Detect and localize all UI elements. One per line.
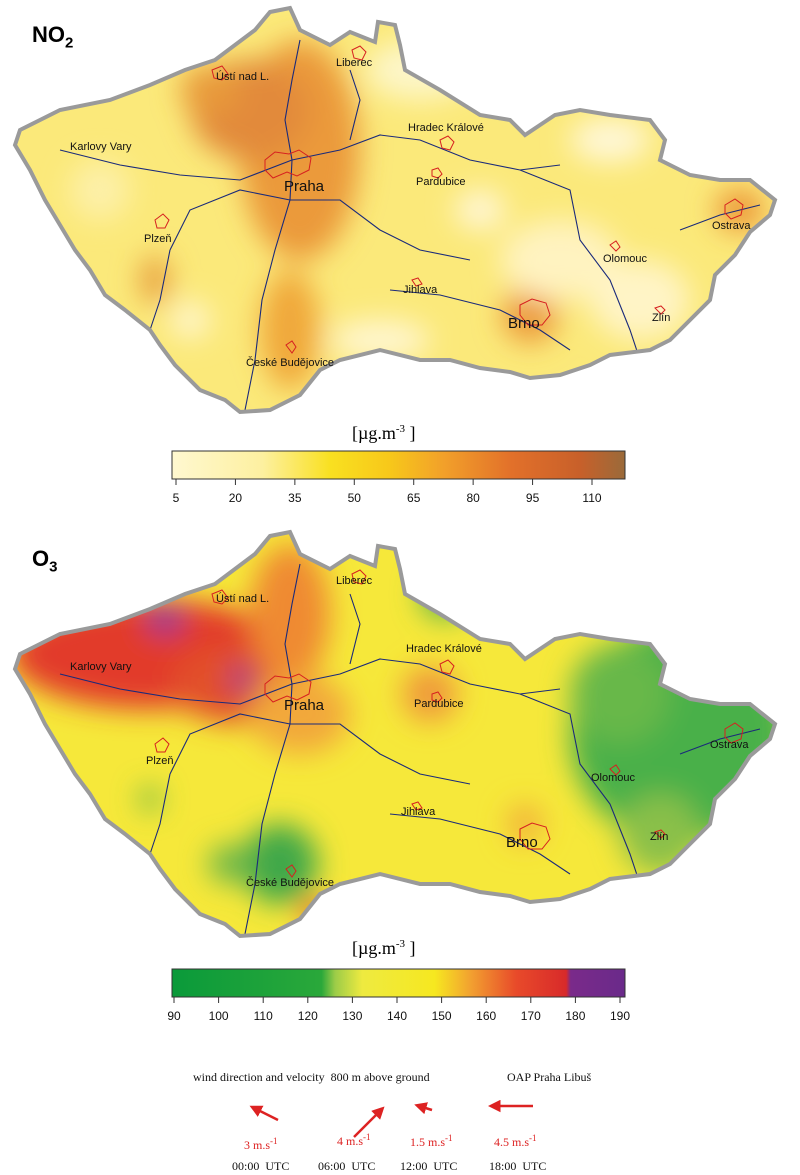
- city-liberec-label: Liberec: [336, 57, 373, 69]
- scale-tick-label: 80: [466, 491, 480, 505]
- city-pardubice-label: Pardubice: [414, 698, 464, 710]
- no2-map: Praha Ústí nad L. Liberec Karlovy Vary H…: [13, 6, 777, 505]
- no2-scale-ticks: 5 20 35 50 65 80 95 110: [173, 479, 602, 505]
- scale-tick-label: 5: [173, 491, 180, 505]
- city-hradec-label: Hradec Králové: [408, 122, 484, 134]
- no2-unit-main: [µg.m: [352, 423, 396, 443]
- scale-tick-label: 120: [298, 1009, 318, 1023]
- city-brno-label: Brno: [508, 315, 540, 332]
- city-zlin-label: Zlín: [652, 312, 670, 324]
- scale-tick-label: 140: [387, 1009, 407, 1023]
- scale-tick-label: 90: [167, 1009, 181, 1023]
- scale-tick-label: 110: [254, 1009, 273, 1023]
- wind-time-1200: 12:00 UTC: [400, 1159, 458, 1173]
- scale-tick-label: 130: [342, 1009, 362, 1023]
- o3-title-main: O: [32, 546, 50, 571]
- wind-time-1800: 18:00 UTC: [489, 1159, 547, 1173]
- scale-tick-label: 35: [288, 491, 302, 505]
- o3-title-sub: 3: [49, 558, 58, 576]
- city-olomouc-label: Olomouc: [603, 253, 648, 265]
- scale-tick-label: 180: [565, 1009, 585, 1023]
- city-hradec-label: Hradec Králové: [406, 643, 482, 655]
- scale-tick-label: 100: [209, 1009, 229, 1023]
- no2-title-sub: 2: [65, 34, 74, 52]
- o3-unit-main: [µg.m: [352, 938, 396, 958]
- wind-caption: wind direction and velocity 800 m above …: [193, 1070, 430, 1084]
- scale-tick-label: 95: [526, 491, 540, 505]
- scale-tick-label: 190: [610, 1009, 630, 1023]
- city-olomouc-label: Olomouc: [591, 772, 636, 784]
- wind-speed-value: 1.5 m.s: [410, 1135, 446, 1149]
- scale-tick-label: 170: [521, 1009, 541, 1023]
- wind-arrow-1200: [414, 1102, 433, 1115]
- no2-unit-sup: -3: [395, 423, 406, 435]
- o3-color-scale: [171, 968, 626, 998]
- city-ostrava-label: Ostrava: [710, 739, 749, 751]
- scale-tick-label: 20: [229, 491, 243, 505]
- wind-speed-0000: 3 m.s-1: [244, 1136, 278, 1153]
- o3-map-panel: Praha Ústí nad L. Liberec Karlovy Vary H…: [0, 520, 800, 1040]
- scale-tick-label: 50: [348, 491, 362, 505]
- no2-unit-label: [µg.m-3 ]: [352, 423, 416, 444]
- wind-legend: wind direction and velocity 800 m above …: [0, 1040, 800, 1175]
- no2-title-main: NO: [32, 22, 65, 47]
- city-pardubice-label: Pardubice: [416, 176, 466, 188]
- wind-speed-0600: 4 m.s-1: [337, 1132, 371, 1149]
- wind-speed-unit-sup: -1: [270, 1136, 278, 1146]
- wind-speed-unit-sup: -1: [529, 1133, 537, 1143]
- city-jihlava-label: Jihlava: [403, 284, 438, 296]
- city-brno-label: Brno: [506, 834, 538, 851]
- wind-speed-value: 4.5 m.s: [494, 1135, 530, 1149]
- city-usti-label: Ústí nad L.: [216, 70, 269, 83]
- no2-map-panel: Praha Ústí nad L. Liberec Karlovy Vary H…: [0, 0, 800, 520]
- wind-station: OAP Praha Libuš: [507, 1070, 592, 1084]
- o3-scale-ticks: 90 100 110 120 130 140 150 160 170 180 190: [167, 997, 630, 1023]
- city-praha-label: Praha: [284, 178, 325, 195]
- no2-title: NO2: [32, 22, 73, 51]
- no2-color-scale: [171, 450, 626, 480]
- o3-unit-sup: -3: [395, 938, 406, 950]
- o3-unit-close: ]: [405, 938, 416, 958]
- city-ceske-budejovice-label: České Budějovice: [246, 356, 334, 369]
- wind-speed-unit-sup: -1: [363, 1132, 371, 1142]
- wind-time-0000: 00:00 UTC: [232, 1159, 290, 1173]
- city-liberec-label: Liberec: [336, 575, 373, 587]
- scale-tick-label: 65: [407, 491, 421, 505]
- wind-time-0600: 06:00 UTC: [318, 1159, 376, 1173]
- city-usti-label: Ústí nad L.: [216, 592, 269, 605]
- wind-arrows: [249, 1099, 533, 1138]
- city-plzen-label: Plzeň: [144, 233, 172, 245]
- wind-speed-1800: 4.5 m.s-1: [494, 1133, 537, 1150]
- wind-speed-value: 4 m.s: [337, 1134, 364, 1148]
- scale-tick-label: 160: [476, 1009, 496, 1023]
- o3-map: Praha Ústí nad L. Liberec Karlovy Vary H…: [13, 530, 777, 1023]
- scale-tick-label: 110: [582, 491, 601, 505]
- city-zlin-label: Zlín: [650, 831, 668, 843]
- city-praha-label: Praha: [284, 697, 325, 714]
- city-jihlava-label: Jihlava: [401, 806, 436, 818]
- o3-unit-label: [µg.m-3 ]: [352, 938, 416, 959]
- wind-speed-value: 3 m.s: [244, 1138, 271, 1152]
- wind-speed-1200: 1.5 m.s-1: [410, 1133, 453, 1150]
- wind-speed-unit-sup: -1: [445, 1133, 453, 1143]
- wind-arrow-0000: [249, 1105, 279, 1122]
- city-plzen-label: Plzeň: [146, 755, 174, 767]
- no2-unit-close: ]: [405, 423, 416, 443]
- city-ostrava-label: Ostrava: [712, 220, 751, 232]
- city-ceske-budejovice-label: České Budějovice: [246, 876, 334, 889]
- wind-arrow-0600: [353, 1106, 385, 1138]
- city-karlovy-vary-label: Karlovy Vary: [70, 661, 132, 673]
- city-karlovy-vary-label: Karlovy Vary: [70, 141, 132, 153]
- o3-title: O3: [32, 546, 57, 575]
- scale-tick-label: 150: [432, 1009, 452, 1023]
